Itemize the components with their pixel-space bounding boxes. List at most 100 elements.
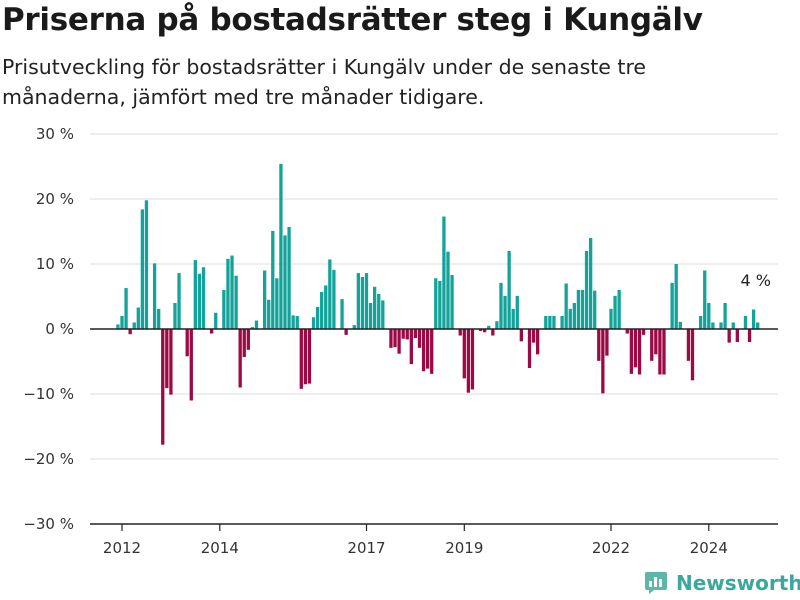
y-tick-label: −10 % — [23, 385, 74, 403]
bar — [311, 317, 316, 329]
bar — [430, 329, 434, 374]
bar — [491, 329, 495, 336]
bar — [654, 329, 658, 355]
latest-value-annotation: 4 % — [740, 271, 770, 290]
x-tick-label: 2022 — [592, 539, 630, 557]
bar — [315, 306, 320, 329]
bar — [450, 275, 454, 329]
bar — [662, 329, 666, 375]
bars — [116, 163, 760, 445]
bar — [271, 230, 275, 329]
bar — [711, 322, 715, 329]
bar — [487, 325, 491, 329]
bar — [483, 329, 487, 333]
bar — [536, 329, 540, 355]
bar — [597, 329, 601, 361]
bar — [719, 322, 723, 329]
bar — [601, 329, 605, 394]
y-tick-label: −20 % — [23, 450, 74, 468]
bar — [140, 209, 145, 329]
bar — [267, 299, 271, 329]
bar — [344, 329, 348, 335]
bar — [193, 260, 197, 329]
bar — [165, 329, 169, 389]
bar — [320, 291, 324, 329]
bar — [588, 238, 593, 329]
bar — [613, 295, 617, 329]
bar — [442, 216, 446, 329]
bar — [637, 329, 642, 375]
bar — [470, 329, 475, 390]
bar — [340, 299, 344, 329]
x-tick-label: 2024 — [690, 539, 728, 557]
bar — [222, 290, 226, 329]
bar — [116, 324, 120, 329]
bar — [409, 329, 413, 365]
bar — [576, 290, 581, 329]
bar — [328, 259, 332, 329]
bar — [389, 329, 393, 348]
bar — [499, 282, 503, 329]
newsworthy-logo-text: Newsworthy — [676, 571, 800, 595]
bar — [462, 329, 466, 379]
bar — [503, 295, 507, 329]
bar — [124, 288, 128, 329]
bar — [699, 316, 703, 329]
x-axis: 2012 2014 2017 2019 2022 2024 — [90, 523, 778, 557]
bar — [210, 329, 214, 334]
bar — [254, 320, 259, 329]
bar — [262, 270, 267, 329]
bar — [511, 308, 515, 329]
bar — [568, 308, 572, 329]
bar — [250, 327, 255, 329]
bar — [214, 312, 218, 329]
bar — [609, 308, 613, 329]
bar — [377, 293, 381, 329]
x-tick-label: 2014 — [201, 539, 239, 557]
bar — [438, 280, 442, 329]
bar — [564, 283, 568, 329]
bar — [157, 308, 161, 329]
bar — [360, 277, 365, 329]
bar — [279, 163, 283, 329]
bar — [161, 329, 165, 445]
bar — [287, 226, 291, 329]
bar — [303, 329, 308, 385]
bar — [324, 285, 328, 329]
bar — [584, 251, 589, 329]
bar — [674, 264, 678, 329]
bar — [519, 329, 523, 342]
x-tick-label: 2012 — [103, 539, 141, 557]
chart-title: Priserna på bostadsrätter steg i Kungälv — [2, 2, 703, 38]
bar — [144, 200, 149, 329]
bar — [152, 263, 157, 329]
bar — [295, 316, 299, 329]
bar — [690, 329, 695, 381]
bar — [650, 329, 654, 361]
bar — [226, 258, 230, 329]
bar — [364, 273, 369, 329]
bar — [466, 329, 471, 393]
bar — [641, 329, 646, 335]
bar — [707, 303, 711, 329]
bar — [283, 235, 287, 329]
bar — [515, 295, 519, 329]
bar — [417, 329, 422, 348]
bar — [617, 290, 621, 329]
bar — [185, 329, 189, 357]
bar — [201, 267, 206, 329]
y-tick-label: −30 % — [23, 515, 74, 533]
bar — [397, 329, 401, 354]
bar — [173, 303, 177, 329]
bar — [373, 286, 377, 329]
chart-subtitle: Prisutveckling för bostadsrätter i Kungä… — [2, 55, 647, 109]
bar — [747, 329, 752, 342]
bar — [703, 270, 707, 329]
bar — [393, 329, 397, 348]
newsworthy-chart-icon — [645, 572, 667, 594]
bar — [446, 251, 450, 329]
bar — [735, 329, 739, 342]
x-tick-label: 2017 — [347, 539, 385, 557]
bar — [572, 303, 576, 329]
